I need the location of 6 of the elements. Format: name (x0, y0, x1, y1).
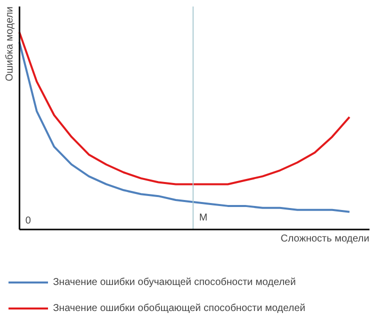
annotation: 0 (25, 216, 32, 227)
legend-label: Значение ошибки обучающей способности моделей (53, 276, 296, 288)
x-axis-title: Сложность модели (280, 234, 370, 245)
annotation: M (199, 212, 208, 224)
y-axis-title: Ошибка модели (4, 6, 16, 82)
legend-label: Значение ошибки обобщающей способности моделей (53, 302, 306, 314)
